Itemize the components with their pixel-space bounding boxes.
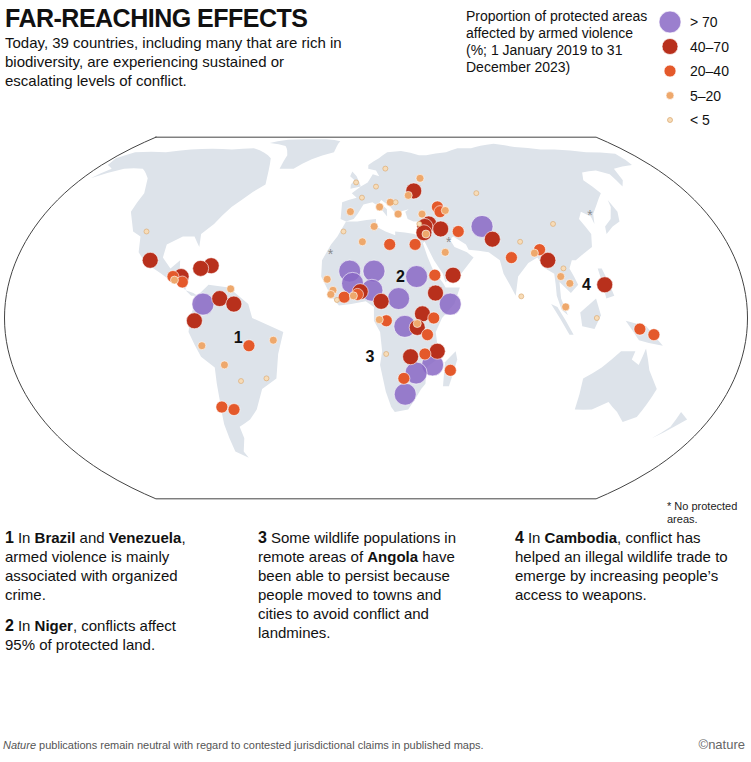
html-text:1 In Brazil and Venezuela, arm: 1 In Brazil and Venezuela, armed violenc… (5, 529, 186, 603)
svg-text:*: * (587, 207, 593, 223)
svg-text:4: 4 (582, 276, 591, 293)
svg-text:1: 1 (234, 329, 243, 346)
html-text:©nature: ©nature (698, 737, 745, 752)
svg-text:2: 2 (396, 268, 405, 285)
html-text:Nature publications remain neu: Nature publications remain neutral with … (3, 739, 484, 751)
svg-text:< 5: < 5 (690, 112, 710, 128)
html-text:FAR-REACHING EFFECTS: FAR-REACHING EFFECTS (5, 4, 308, 32)
svg-text:20–40: 20–40 (690, 63, 729, 79)
html-text:Today, 39 countries, including: Today, 39 countries, including many that… (5, 34, 342, 89)
html-text:Proportion of protected areas: Proportion of protected areas affected b… (466, 8, 648, 75)
svg-text:5–20: 5–20 (690, 88, 721, 104)
html-text:2 In Niger, conflicts affect 9: 2 In Niger, conflicts affect 95% of prot… (5, 617, 176, 653)
html-text:* No protected areas.: * No protected areas. (667, 500, 738, 525)
html-text:3 Some wildlife populations in: 3 Some wildlife populations in remote ar… (258, 529, 456, 641)
svg-text:40–70: 40–70 (690, 39, 729, 55)
html-text:4 In Cambodia, conflict has he: 4 In Cambodia, conflict has helped an il… (515, 529, 728, 603)
svg-text:*: * (446, 234, 452, 250)
svg-text:> 70: > 70 (690, 14, 718, 30)
svg-text:3: 3 (365, 348, 374, 365)
svg-text:*: * (328, 246, 334, 262)
